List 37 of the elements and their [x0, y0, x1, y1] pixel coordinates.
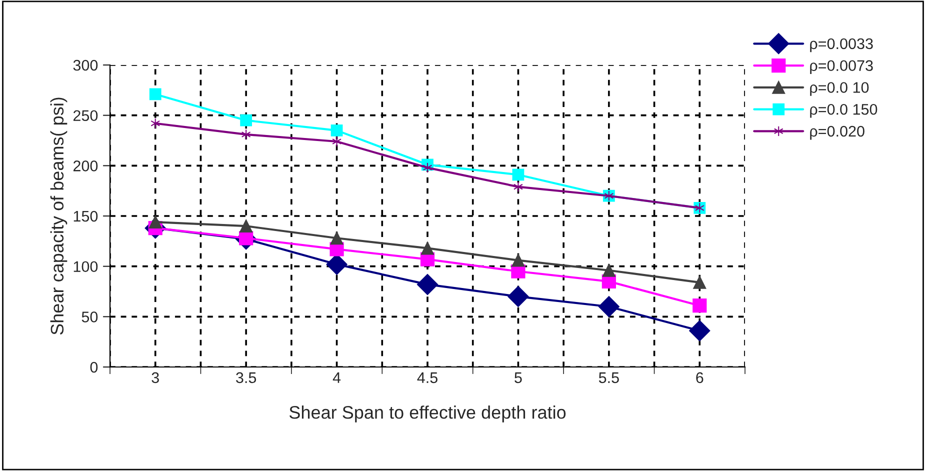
y-tick-label: 150 [74, 210, 98, 222]
y-tick-label: 300 [73, 60, 98, 71]
x-tick-label: 5 [514, 372, 522, 384]
legend-label: ρ=0.020 [810, 126, 864, 140]
point [693, 276, 706, 289]
x-axis-title: Shear Span to effective depth ratio [289, 406, 566, 422]
point [416, 274, 438, 295]
point [598, 296, 620, 318]
point [240, 220, 253, 233]
y-tick-label: 250 [73, 110, 98, 122]
legend-label: ρ=0.0 10 [810, 82, 869, 96]
x-tick-label: 3 [152, 372, 159, 384]
y-axis-title: Shear capacity of beams( psi) [50, 98, 68, 335]
point [692, 298, 707, 313]
x-tick-label: 4 [332, 372, 341, 383]
legend-label: ρ=0.0 150 [810, 104, 878, 118]
point [330, 124, 343, 136]
point [508, 286, 529, 308]
point [241, 129, 251, 140]
point [602, 264, 616, 277]
point [689, 320, 710, 342]
point [330, 232, 344, 245]
x-tick-label: 3.5 [236, 372, 256, 384]
point [149, 88, 162, 100]
point [512, 168, 524, 181]
legend-label: ρ=0.0033 [810, 38, 873, 52]
y-tick-label: 0 [90, 362, 98, 373]
x-tick-label: 5.5 [598, 372, 619, 384]
y-tick-label: 50 [82, 312, 98, 322]
legend-label: ρ=0.0073 [810, 60, 873, 74]
point [512, 254, 525, 267]
x-tick-label: 6 [696, 372, 704, 384]
point [421, 242, 434, 255]
x-tick-label: 4.5 [417, 372, 438, 384]
y-tick-label: 100 [74, 261, 98, 272]
y-tick-label: 200 [73, 160, 98, 172]
point [240, 114, 252, 126]
